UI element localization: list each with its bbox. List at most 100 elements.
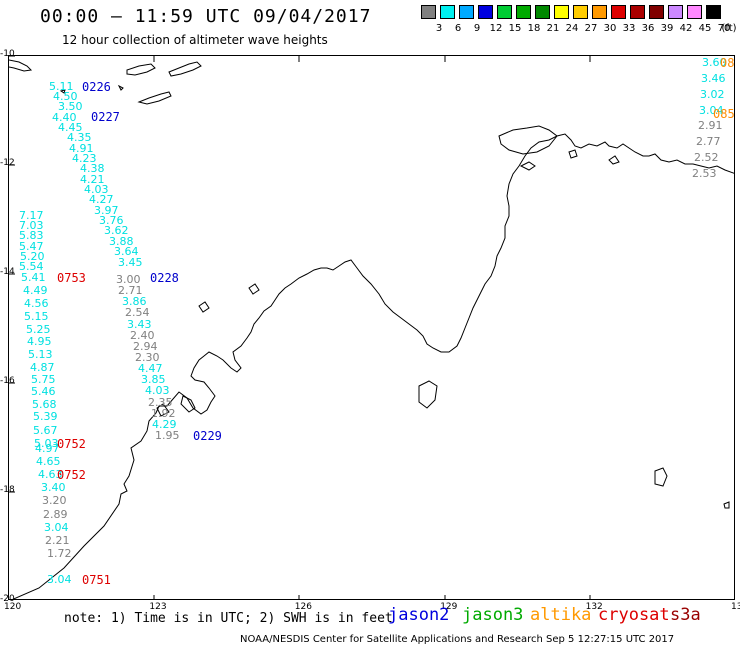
legend-label: 36: [641, 23, 655, 34]
wave-height-label: 4.87: [30, 361, 55, 374]
legend-label: 30: [603, 23, 617, 34]
wave-height-label: 4.45: [58, 121, 83, 134]
wave-height-label: 3.86: [122, 295, 147, 308]
wave-height-label: 4.49: [23, 284, 48, 297]
wave-height-label: 4.35: [67, 131, 92, 144]
wave-height-label: 7.17: [19, 209, 44, 222]
wave-height-label: 2.91: [698, 119, 723, 132]
wave-height-label: 3.04: [47, 573, 72, 586]
x-axis-label: 126: [294, 602, 312, 612]
wave-height-label: 5.13: [28, 348, 53, 361]
legend-label: 3: [435, 23, 443, 34]
satellite-name-altika: altika: [530, 605, 592, 625]
wave-height-label: 4.91: [69, 142, 94, 155]
map-frame: 5.11 4.50 3.50 4.40 4.45 4.35 4.91 4.23 4.38 4.21…: [8, 55, 735, 600]
pass-time-label: 0226: [82, 80, 111, 94]
mainland-coastline: [12, 133, 734, 599]
legend-label: 21: [546, 23, 560, 34]
pass-time-label: 0229: [193, 429, 222, 443]
legend-label: 27: [584, 23, 598, 34]
legend-swatch: [687, 5, 702, 19]
wave-height-label: 2.21: [45, 534, 70, 547]
legend-swatch: [440, 5, 455, 19]
wave-height-label: 2.52: [694, 151, 719, 164]
wave-height-label: 5.15: [24, 310, 49, 323]
wave-height-label: 5.20: [20, 250, 45, 263]
x-axis-label: 132: [585, 602, 603, 612]
legend-swatch: [554, 5, 569, 19]
wave-height-label: 5.75: [31, 373, 56, 386]
legend-swatch: [497, 5, 512, 19]
page-subtitle: 12 hour collection of altimeter wave hei…: [62, 33, 328, 47]
y-axis-label: -20: [0, 594, 15, 604]
wave-height-label: 5.11: [49, 80, 74, 93]
legend-label: 39: [660, 23, 674, 34]
x-axis-label: 120: [4, 602, 22, 612]
wave-height-label: 4.47: [138, 362, 163, 375]
x-axis-label: 123: [149, 602, 167, 612]
legend-label: 42: [679, 23, 693, 34]
wave-height-label: 3.04: [699, 104, 724, 117]
wave-height-label: 5.46: [31, 385, 56, 398]
satellite-name-jason2: jason2: [388, 605, 450, 625]
x-axis-label: 129: [440, 602, 458, 612]
wave-height-label: 5.47: [19, 240, 44, 253]
wave-height-label: 3.02: [700, 88, 725, 101]
note-text: note: 1) Time is in UTC; 2) SWH is in fe…: [64, 611, 393, 626]
wave-height-label: 5.25: [26, 323, 51, 336]
wave-height-label: 2.89: [43, 508, 68, 521]
legend-label: 18: [527, 23, 541, 34]
wave-height-label: 3.50: [58, 100, 83, 113]
satellite-name-cryosat: cryosat: [598, 605, 670, 625]
wave-height-label: 1.95: [155, 429, 180, 442]
footer-credit: NOAA/NESDIS Center for Satellite Applica…: [240, 634, 675, 645]
axis-ticks: [9, 56, 591, 599]
wave-height-label: 3.64: [114, 245, 139, 258]
wave-height-label: 5.68: [32, 398, 57, 411]
legend-swatch: [630, 5, 645, 19]
wave-height-label: 3.46: [701, 72, 726, 85]
wave-height-label: 2.40: [130, 329, 155, 342]
y-axis-label: -14: [0, 267, 15, 277]
legend-swatch: [649, 5, 664, 19]
coastline-map: [9, 56, 734, 599]
wave-height-label: 4.63: [38, 468, 63, 481]
wave-height-label: 3.76: [99, 214, 124, 227]
wave-height-label: 5.39: [33, 410, 58, 423]
wave-height-label: 4.56: [24, 297, 49, 310]
wave-height-label: 4.29: [152, 418, 177, 431]
wave-height-label: 4.50: [53, 90, 78, 103]
legend-swatch: [535, 5, 550, 19]
legend-label: 45: [698, 23, 712, 34]
wave-height-label: 5.54: [19, 260, 44, 273]
wave-height-label: 2.94: [133, 340, 158, 353]
pass-time-label: 0753: [57, 271, 86, 285]
wave-height-label: 3.40: [41, 481, 66, 494]
legend-swatch: [421, 5, 436, 19]
wave-height-label: 4.23: [72, 152, 97, 165]
wave-height-label: 3.45: [118, 256, 143, 269]
wave-height-label: 3.88: [109, 235, 134, 248]
wave-height-label: 3.20: [42, 494, 67, 507]
y-axis-label: -16: [0, 376, 15, 386]
wave-height-label: 5.83: [19, 229, 44, 242]
wave-height-label: 4.03: [84, 183, 109, 196]
satellite-name-s3a: s3a: [670, 605, 701, 625]
wave-height-label: 5.67: [33, 424, 58, 437]
legend-label: 15: [508, 23, 522, 34]
legend-label: 70: [717, 23, 731, 34]
legend-swatch: [573, 5, 588, 19]
legend-label: 6: [454, 23, 462, 34]
island-outlines: [9, 59, 202, 105]
legend-swatch: [459, 5, 474, 19]
wave-height-label: 5.41: [21, 271, 46, 284]
pass-time-label: 085: [720, 56, 735, 70]
wave-height-label: 2.71: [118, 284, 143, 297]
wave-height-label: 3.60: [702, 56, 727, 69]
legend-swatch: [516, 5, 531, 19]
pass-time-label: 0752: [57, 468, 86, 482]
page-title: 00:00 – 11:59 UTC 09/04/2017: [40, 6, 372, 27]
wave-height-label: 5.03: [34, 437, 59, 450]
wave-height-label: 2.54: [125, 306, 150, 319]
legend-swatch: [478, 5, 493, 19]
